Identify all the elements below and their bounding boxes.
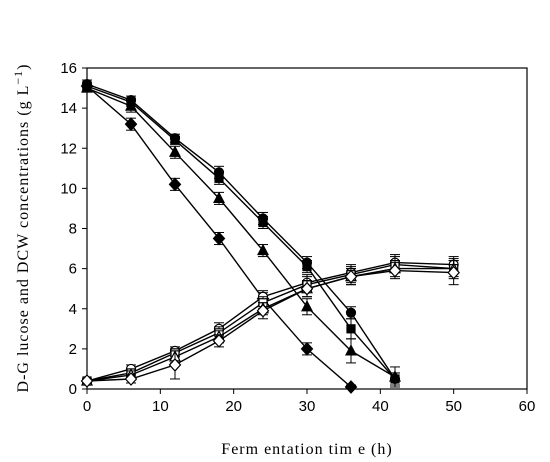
data-point [168,358,182,372]
series-layer [80,78,460,394]
data-point [168,177,182,192]
series-line [86,261,454,382]
plot-area [86,67,528,390]
x-tick-label: 10 [152,398,169,415]
data-point [344,380,358,394]
data-point [389,370,401,382]
data-point [80,79,94,93]
x-tick-label: 30 [299,398,316,415]
y-axis-title-sup: −1 [11,70,25,85]
series-line [86,87,396,378]
y-tick-label: 4 [69,301,77,318]
y-tick-label: 2 [69,341,77,358]
series-8 [80,260,460,388]
data-point [212,333,226,348]
x-tick-label: 0 [83,398,91,415]
data-point [346,324,356,334]
data-point [301,299,313,312]
data-point [214,173,224,183]
y-axis-title: D-G lucose and DCW concentrations (g L−1… [11,64,32,393]
series-3 [81,81,401,388]
data-point [300,341,314,356]
data-point [80,374,94,388]
data-point [256,303,270,318]
data-point [170,135,180,145]
axis-ticks: 0 10 20 30 40 50 60 0 2 4 6 8 10 12 14 16 [60,60,535,415]
y-axis-title-main: D-G lucose and DCW concentrations (g L [15,85,32,393]
data-point [169,145,181,157]
series-5 [81,254,459,387]
y-tick-label: 14 [60,100,77,117]
series-4 [80,79,358,394]
data-point [213,191,225,204]
data-point [388,263,402,278]
data-point [344,269,358,284]
y-tick-label: 10 [60,180,77,197]
series-line [86,85,396,380]
data-point [300,281,314,296]
series-line [86,83,396,380]
data-point [302,262,312,272]
y-tick-label: 0 [69,381,77,398]
data-point [124,117,138,132]
series-line [86,263,454,382]
data-point [345,307,357,318]
x-tick-label: 40 [372,398,389,415]
y-tick-label: 16 [60,60,77,77]
y-tick-label: 12 [60,140,77,157]
y-tick-label: 8 [69,221,77,238]
x-tick-label: 50 [445,398,462,415]
x-tick-label: 60 [519,398,536,415]
data-point [258,217,268,228]
y-axis-title-close: ) [15,64,32,70]
data-point [345,344,357,356]
data-point [124,372,138,386]
data-point [125,99,137,111]
data-point [257,243,269,256]
y-tick-label: 6 [69,261,77,278]
data-point [447,265,460,280]
data-point [212,231,226,246]
x-tick-label: 20 [225,398,242,415]
x-axis-title: Ferm entation tim e (h) [221,441,392,458]
